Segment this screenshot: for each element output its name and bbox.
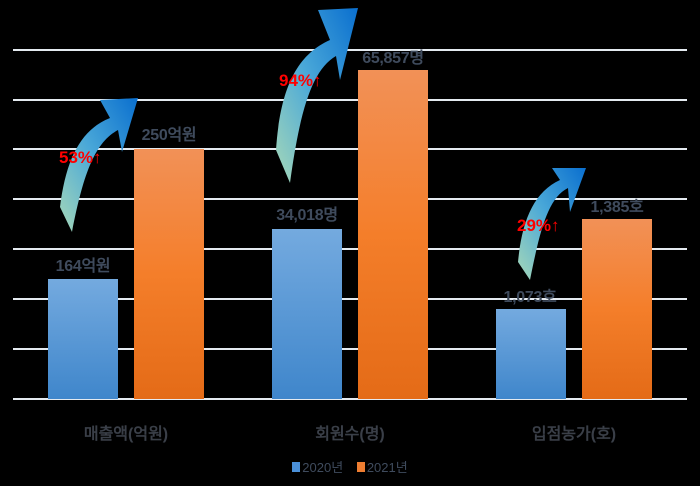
gridline xyxy=(13,148,687,150)
gridline xyxy=(13,198,687,200)
value-label: 250억원 xyxy=(141,127,197,144)
gridline xyxy=(13,49,687,51)
growth-annotation: 29%↑ xyxy=(517,216,560,235)
value-label: 34,018명 xyxy=(276,207,338,224)
gridline xyxy=(13,298,687,300)
bar-2021-sales xyxy=(134,149,204,399)
value-label: 164억원 xyxy=(55,258,111,275)
bar-2021-members xyxy=(358,70,428,399)
category-label: 회원수(명) xyxy=(315,426,385,443)
value-label: 65,857명 xyxy=(362,50,424,67)
value-label: 1,385호 xyxy=(590,199,644,216)
bar-2021-farms xyxy=(582,219,652,399)
gridline xyxy=(13,348,687,350)
x-axis-baseline xyxy=(13,398,687,400)
category-label: 매출액(억원) xyxy=(83,426,169,443)
growth-annotation: 53%↑ xyxy=(59,148,102,167)
growth-annotation: 94%↑ xyxy=(279,71,322,90)
value-label: 1,073호 xyxy=(503,289,557,306)
gridline xyxy=(13,248,687,250)
bar-2020-farms xyxy=(496,309,566,399)
bar-2020-members xyxy=(272,229,342,399)
legend-item-2020: 2020년 xyxy=(292,457,343,476)
legend-label: 2020년 xyxy=(302,460,344,475)
legend-item-2021: 2021년 xyxy=(356,457,408,476)
legend: 2020년 2021년 xyxy=(0,457,700,476)
legend-label: 2021년 xyxy=(366,460,408,475)
bar-2020-sales xyxy=(48,279,118,399)
category-label: 입점농가(호) xyxy=(531,426,617,443)
legend-swatch-icon xyxy=(356,461,365,472)
gridline xyxy=(13,99,687,101)
legend-swatch-icon xyxy=(292,461,301,472)
